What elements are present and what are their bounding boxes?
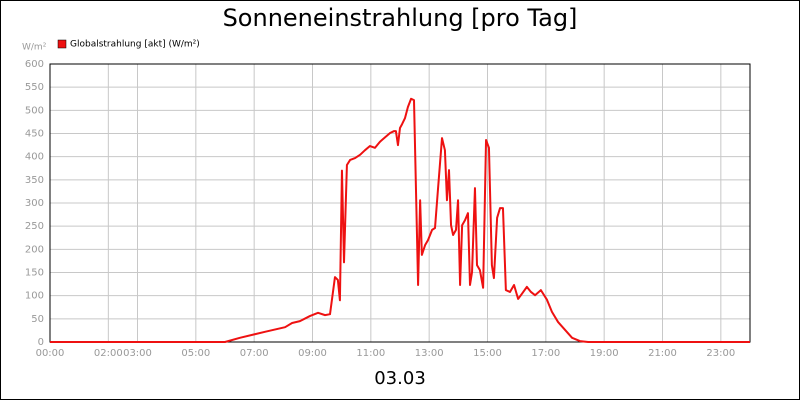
x-tick-label: 21:00 (648, 348, 677, 359)
y-tick-label: 600 (25, 59, 44, 70)
x-tick-label: 02:00 (94, 348, 123, 359)
x-tick-label: 11:00 (356, 348, 385, 359)
chart-title: Sonneneinstrahlung [pro Tag] (223, 4, 578, 32)
x-tick-label: 17:00 (531, 348, 560, 359)
y-tick-label: 400 (25, 152, 44, 163)
x-tick-label: 15:00 (473, 348, 502, 359)
y-tick-label: 350 (25, 175, 44, 186)
y-tick-label: 450 (25, 129, 44, 140)
legend-swatch (57, 39, 67, 49)
y-tick-label: 500 (25, 105, 44, 116)
plot-border (49, 63, 751, 343)
x-tick-label: 23:00 (706, 348, 735, 359)
y-tick-label: 100 (25, 291, 44, 302)
x-axis-label: 03.03 (374, 368, 426, 389)
y-tick-label: 150 (25, 268, 44, 279)
data-line (50, 97, 750, 343)
y-tick-label: 200 (25, 244, 44, 255)
x-tick-label: 03:00 (123, 348, 152, 359)
y-tick-label: 0 (38, 337, 44, 348)
x-tick-label: 19:00 (590, 348, 619, 359)
y-tick-label: 50 (31, 314, 44, 325)
x-tick-label: 09:00 (298, 348, 327, 359)
y-tick-label: 550 (25, 82, 44, 93)
y-tick-label: 300 (25, 198, 44, 209)
y-unit: W/m² (22, 43, 47, 53)
x-tick-label: 13:00 (415, 348, 444, 359)
x-tick-label: 05:00 (181, 348, 210, 359)
x-tick-label: 07:00 (240, 348, 269, 359)
y-tick-label: 250 (25, 221, 44, 232)
legend-label: Globalstrahlung [akt] (W/m²) (70, 40, 200, 50)
x-tick-label: 00:00 (36, 348, 65, 359)
